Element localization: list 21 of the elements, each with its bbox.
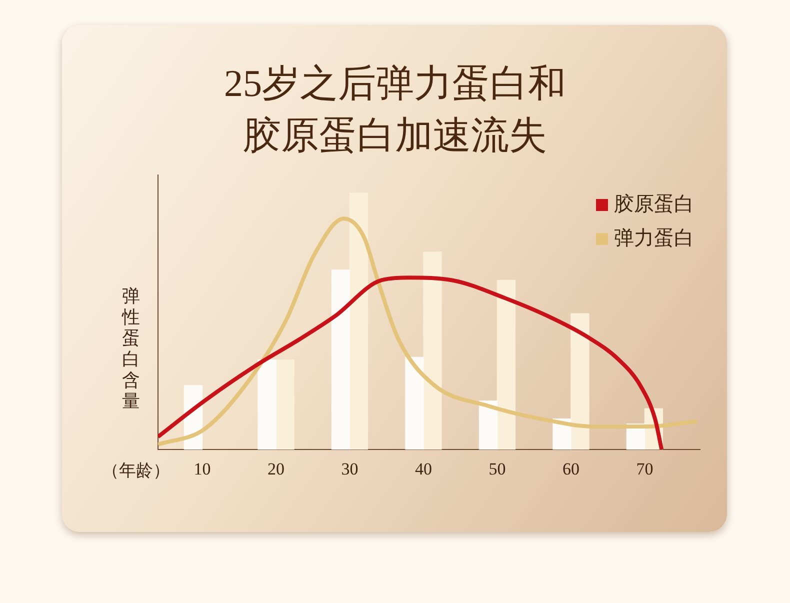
chart-title: 25岁之后弹力蛋白和胶原蛋白加速流失 xyxy=(223,62,567,159)
x-tick-label: 60 xyxy=(562,459,580,478)
x-tick-label: 30 xyxy=(341,459,358,478)
bar xyxy=(276,359,294,450)
legend-label: 胶原蛋白 xyxy=(614,193,694,216)
bar xyxy=(570,313,590,450)
y-axis-title: 弹性蛋白含量 xyxy=(122,286,141,412)
legend-label: 弹力蛋白 xyxy=(614,227,694,250)
x-tick-label: 10 xyxy=(194,459,211,478)
bar xyxy=(423,252,442,450)
bar xyxy=(331,270,350,450)
x-tick-label: 40 xyxy=(414,459,432,478)
x-axis-title: （年龄） xyxy=(102,460,170,482)
bar xyxy=(349,192,368,450)
bar xyxy=(405,356,424,450)
bar xyxy=(478,400,498,450)
bar xyxy=(258,359,276,450)
x-tick-label: 70 xyxy=(636,459,654,478)
bar xyxy=(496,280,516,450)
x-tick-label: 20 xyxy=(267,459,284,478)
x-tick-label: 50 xyxy=(488,459,506,478)
